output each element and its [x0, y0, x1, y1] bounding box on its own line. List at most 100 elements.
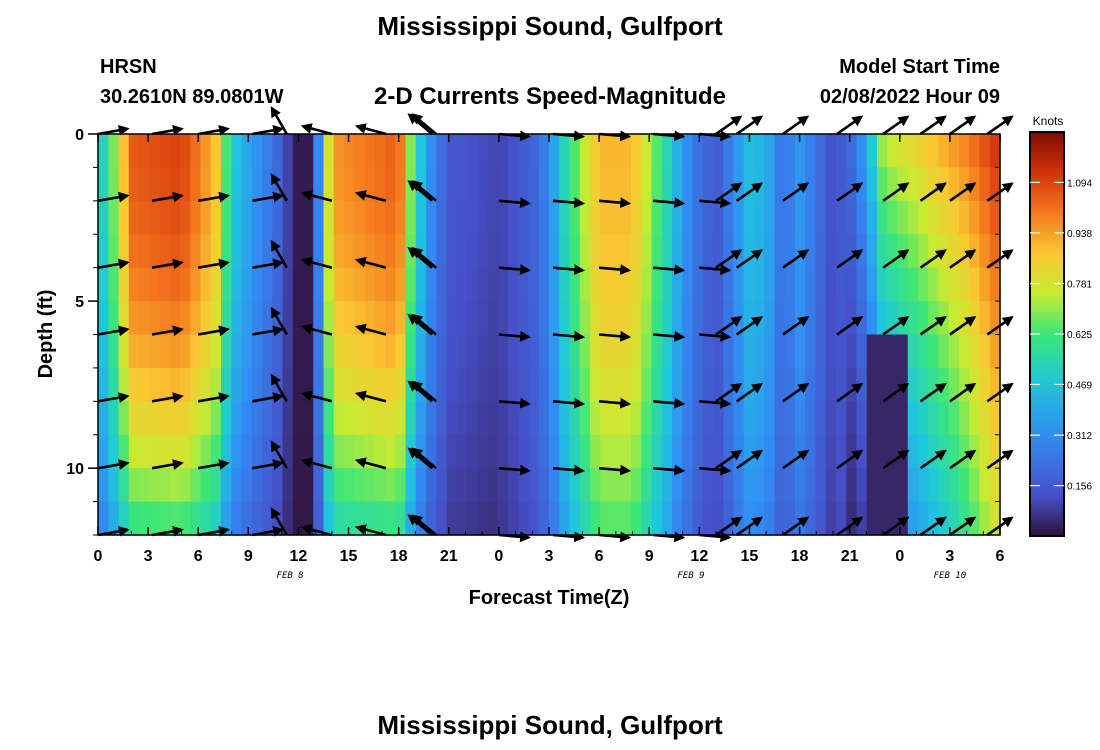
heatmap-cell — [497, 367, 509, 402]
heatmap-cell — [579, 434, 591, 469]
heatmap-cell — [139, 267, 150, 302]
current-vector — [735, 115, 764, 136]
heatmap-cell — [989, 200, 1001, 235]
heatmap-cell — [959, 334, 970, 369]
heatmap-cell — [661, 367, 673, 402]
heatmap-cell — [590, 167, 601, 202]
x-tick-label: 21 — [440, 548, 458, 565]
current-vector — [270, 173, 288, 202]
current-vector — [97, 459, 130, 470]
x-axis: 0 3 6 9 12 15 18 21 0 3 6 9 12 15 18 21 0 3 6 FEB 8 FEB 9 FEB… — [94, 134, 1005, 581]
heatmap-cell — [221, 301, 232, 336]
heatmap-cell — [477, 234, 489, 269]
current-vector — [197, 392, 230, 403]
heatmap-cell — [169, 501, 181, 536]
heatmap-cell — [938, 401, 950, 436]
heatmap-cell — [508, 267, 519, 302]
heatmap-cell — [897, 200, 909, 235]
heatmap-cell — [344, 501, 355, 536]
heatmap-cell — [354, 468, 366, 503]
heatmap-cell — [344, 267, 355, 302]
current-vector — [735, 382, 764, 403]
heatmap-cell — [846, 200, 858, 235]
heatmap-cell — [528, 200, 540, 235]
heatmap-cell — [979, 334, 991, 369]
heatmap-cell — [948, 401, 960, 436]
heatmap-cell — [825, 267, 837, 302]
heatmap-cell — [764, 234, 776, 269]
heatmap-cell — [139, 200, 150, 235]
heatmap-cell — [631, 434, 642, 469]
x-tick-label: 3 — [545, 548, 554, 565]
heatmap-cell — [118, 200, 130, 235]
current-vector — [949, 382, 977, 403]
heatmap-cell — [743, 301, 755, 336]
heatmap-cell — [795, 334, 806, 369]
heatmap-cell — [436, 200, 448, 235]
heatmap-cell — [897, 134, 909, 169]
heatmap-cell — [836, 468, 847, 503]
heatmap-cell — [764, 167, 776, 202]
heatmap-cell — [918, 301, 929, 336]
heatmap-cell — [702, 434, 714, 469]
heatmap-cell — [569, 301, 581, 336]
heatmap-cell — [600, 267, 612, 302]
heatmap-cell — [180, 468, 191, 503]
heatmap-cell — [395, 501, 407, 536]
heatmap-cell — [918, 401, 929, 436]
heatmap-cell — [364, 401, 376, 436]
heatmap-cell — [262, 434, 273, 469]
heatmap-cell — [969, 134, 981, 169]
heatmap-cell — [508, 367, 519, 402]
heatmap-cell — [477, 134, 489, 169]
heatmap-cell — [364, 167, 376, 202]
heatmap-cell — [620, 501, 632, 536]
heatmap-cell — [590, 200, 601, 235]
heatmap-cell — [815, 301, 827, 336]
heatmap-cell — [620, 334, 632, 369]
heatmap-cell — [672, 167, 683, 202]
heatmap-cell — [262, 200, 273, 235]
heatmap-cell — [989, 267, 1001, 302]
heatmap-cell — [323, 200, 335, 235]
heatmap-cell — [497, 167, 509, 202]
current-vector — [151, 392, 184, 403]
heatmap-cell — [538, 234, 550, 269]
heatmap-cell — [764, 501, 776, 536]
heatmap-cell — [323, 167, 335, 202]
heatmap-cell — [682, 234, 694, 269]
heatmap-cell — [210, 200, 222, 235]
current-vector — [300, 123, 333, 136]
heatmap-cell — [856, 401, 868, 436]
current-vector — [552, 397, 586, 409]
heatmap-cell — [733, 134, 745, 169]
heatmap-cell — [221, 501, 232, 536]
heatmap-cell — [692, 267, 704, 302]
heatmap-cell — [333, 401, 345, 436]
heatmap-cell — [948, 434, 960, 469]
heatmap-cell — [528, 501, 540, 536]
heatmap-cell — [415, 401, 427, 436]
heatmap-cell — [620, 401, 632, 436]
heatmap-cell — [959, 167, 970, 202]
heatmap-cell — [128, 501, 140, 536]
current-vector — [836, 382, 864, 403]
heatmap-cell — [446, 134, 458, 169]
heatmap-cell — [948, 501, 960, 536]
heatmap-cell — [764, 401, 776, 436]
heatmap-cell — [128, 234, 140, 269]
current-vector — [498, 264, 531, 275]
heatmap-cell — [887, 401, 899, 436]
heatmap-cell — [815, 367, 827, 402]
heatmap-cell — [303, 501, 314, 536]
current-vector — [699, 264, 732, 275]
heatmap-cell — [836, 367, 847, 402]
heatmap-cell — [108, 401, 120, 436]
heatmap-cell — [907, 401, 919, 436]
heatmap-cell — [795, 267, 806, 302]
heatmap-cell — [979, 301, 991, 336]
heatmap-cell — [426, 501, 437, 536]
heatmap-cell — [333, 468, 345, 503]
heatmap-cell — [774, 234, 786, 269]
heatmap-cell — [98, 200, 109, 235]
